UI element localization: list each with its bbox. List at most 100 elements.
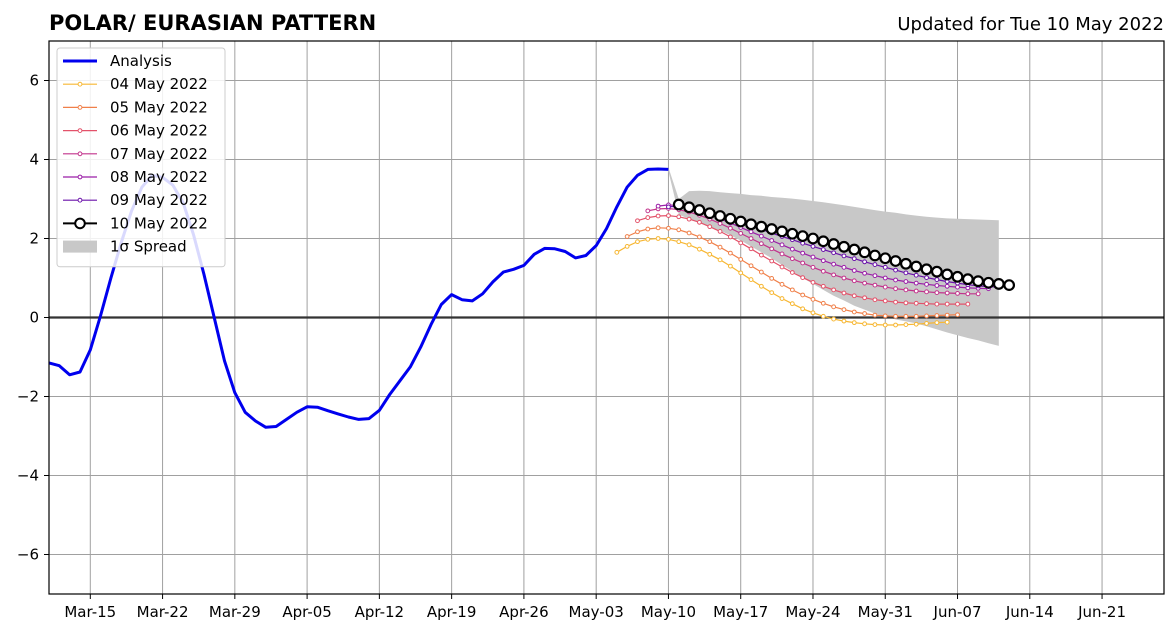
legend-label: 07 May 2022: [110, 145, 208, 163]
forecast-point: [776, 225, 788, 238]
legend-entry: 05 May 2022: [63, 98, 208, 116]
forecast-point: [831, 287, 837, 293]
forecast-point: [841, 307, 847, 313]
x-tick-label: Apr-12: [355, 603, 405, 621]
forecast-point: [913, 272, 919, 278]
forecast-point: [820, 283, 826, 289]
forecast-point: [924, 289, 929, 295]
forecast-point: [851, 320, 857, 326]
forecast-point: [872, 312, 878, 318]
forecast-point: [893, 299, 898, 305]
forecast-point: [717, 228, 723, 234]
forecast-point: [810, 244, 816, 249]
forecast-point: [758, 269, 764, 275]
forecast-point: [879, 252, 892, 265]
forecast-point: [666, 225, 671, 231]
forecast-point: [944, 312, 950, 318]
forecast-point: [858, 246, 871, 259]
forecast-series: [624, 225, 960, 319]
forecast-point: [862, 259, 868, 265]
forecast-point: [800, 260, 806, 266]
forecast-point: [789, 287, 795, 293]
forecast-point: [765, 223, 778, 235]
forecast-point: [903, 300, 909, 306]
forecast-point: [686, 242, 692, 248]
forecast-point: [686, 230, 692, 236]
forecast-point: [810, 310, 816, 316]
legend: Analysis 04 May 2022 05 May 2022 06 May 202…: [56, 47, 226, 268]
forecast-point: [800, 250, 806, 256]
x-tick-label: Jun-14: [1005, 603, 1054, 621]
forecast-point: [820, 300, 826, 306]
forecast-point: [941, 268, 954, 281]
forecast-point: [810, 296, 816, 302]
forecast-point: [955, 284, 960, 290]
forecast-point: [831, 261, 837, 267]
x-tick-label: May-17: [713, 603, 768, 621]
forecast-point: [769, 258, 775, 264]
forecast-point: [635, 239, 640, 245]
legend-marker: [77, 174, 83, 180]
forecast-point: [727, 250, 733, 256]
legend-label: 08 May 2022: [110, 168, 208, 186]
forecast-point: [831, 304, 837, 310]
x-tick-label: Apr-05: [282, 603, 332, 621]
legend-entry: 07 May 2022: [63, 145, 208, 163]
y-tick-label: 6: [29, 72, 39, 90]
forecast-point: [645, 208, 651, 214]
forecast-point: [851, 309, 857, 315]
forecast-point: [769, 290, 775, 296]
legend-label: 06 May 2022: [110, 122, 208, 140]
forecast-point: [676, 227, 682, 233]
legend-label: 1σ Spread: [110, 238, 187, 256]
forecast-point: [934, 283, 940, 288]
forecast-point: [645, 226, 651, 232]
forecast-point: [748, 263, 754, 269]
x-tick-label: Mar-15: [64, 603, 116, 621]
forecast-point: [820, 313, 826, 319]
forecast-point: [683, 201, 695, 214]
x-tick-label: May-24: [785, 603, 840, 621]
forecast-point: [955, 291, 960, 296]
forecast-point: [693, 204, 706, 216]
forecast-point: [831, 316, 837, 322]
forecast-point: [851, 256, 857, 262]
legend-label: 09 May 2022: [110, 191, 208, 209]
forecast-point: [676, 214, 682, 220]
forecast-point: [717, 221, 723, 226]
chart-title: POLAR/ EURASIAN PATTERN: [49, 11, 376, 35]
forecast-point: [738, 270, 744, 276]
forecast-point: [810, 279, 816, 285]
forecast-point: [786, 227, 799, 240]
forecast-point: [831, 250, 837, 256]
forecast-point: [955, 312, 960, 318]
forecast-point: [899, 257, 912, 270]
forecast-point: [913, 300, 919, 306]
forecast-point: [934, 320, 940, 326]
legend-entry: 1σ Spread: [63, 238, 187, 256]
legend-handle: [63, 240, 97, 253]
forecast-point: [924, 321, 929, 326]
forecast-point: [738, 257, 744, 262]
legend-marker: [77, 105, 83, 110]
forecast-point: [944, 301, 950, 307]
forecast-point: [975, 291, 981, 297]
legend-marker: [77, 151, 83, 157]
forecast-point: [672, 198, 685, 211]
forecast-point: [893, 313, 898, 319]
forecast-point: [869, 249, 881, 262]
forecast-point: [882, 313, 888, 319]
x-tick-label: Mar-22: [137, 603, 189, 621]
forecast-point: [779, 296, 785, 301]
forecast-point: [748, 236, 754, 241]
legend-label: 04 May 2022: [110, 75, 208, 93]
forecast-point: [748, 229, 754, 235]
forecast-point: [882, 298, 888, 304]
forecast-point: [903, 279, 909, 284]
legend-label: 05 May 2022: [110, 98, 208, 116]
forecast-point: [800, 275, 806, 281]
y-tick-label: −4: [17, 467, 39, 485]
forecast-point: [758, 233, 764, 239]
forecast-point: [748, 246, 754, 252]
forecast-point: [827, 238, 840, 250]
